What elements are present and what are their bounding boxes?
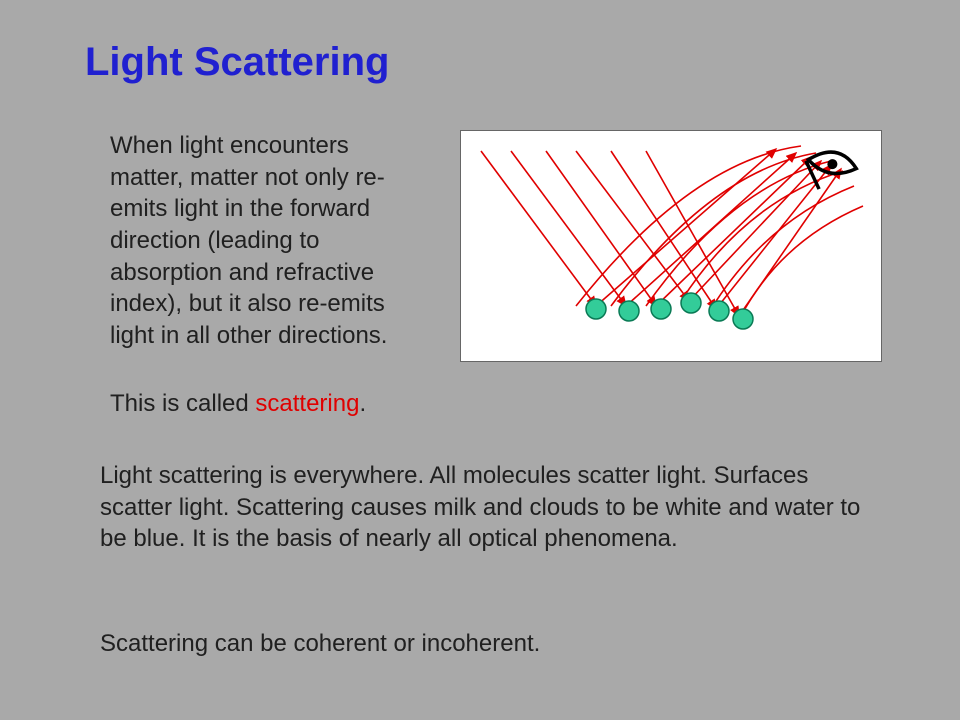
paragraph-2: This is called scattering. (110, 390, 366, 418)
paragraph-4: Scattering can be coherent or incoherent… (100, 630, 540, 658)
scattering-svg (461, 131, 881, 361)
scattering-diagram (460, 130, 882, 362)
paragraph-1: When light encounters matter, matter not… (110, 130, 420, 352)
page-title: Light Scattering (85, 40, 389, 85)
paragraph-3: Light scattering is everywhere. All mole… (100, 460, 870, 555)
p2-post: . (359, 390, 366, 417)
p2-pre: This is called (110, 390, 255, 417)
p2-emphasis: scattering (255, 390, 359, 417)
